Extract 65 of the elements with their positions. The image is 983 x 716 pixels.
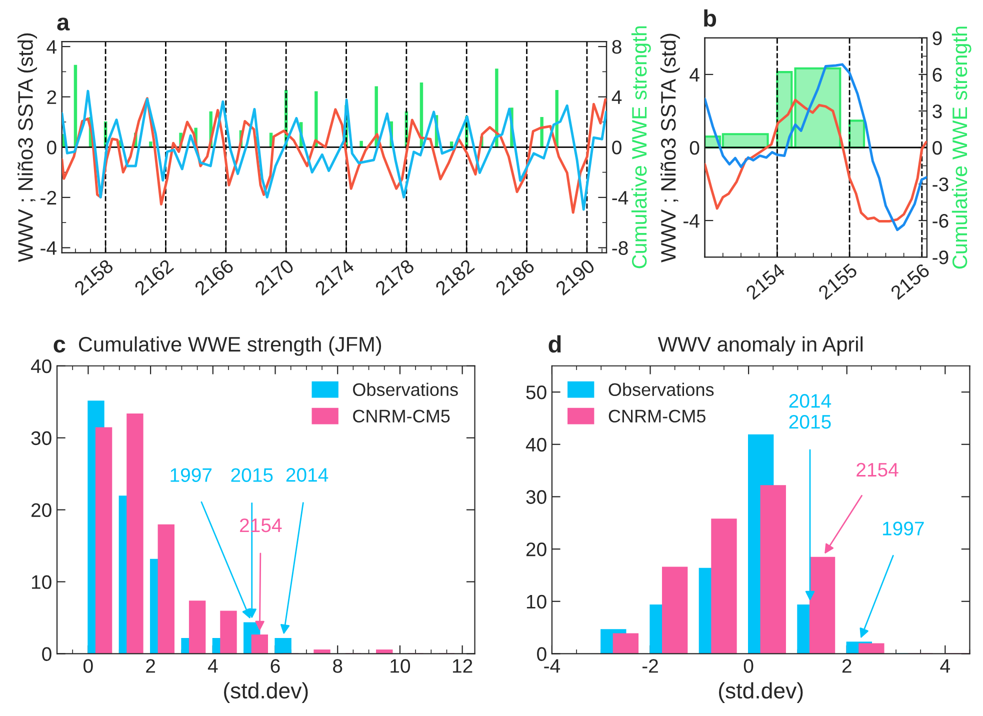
annotation: 2015	[231, 468, 273, 482]
y2-tick-label: 6	[932, 68, 942, 82]
y2-tick-label: -6	[932, 214, 948, 228]
y-tick-label: 0	[537, 647, 546, 661]
y-tick-label: -4	[40, 241, 56, 255]
y-tick-label: 0	[690, 140, 700, 155]
y-tick-label: 30	[31, 431, 52, 446]
legend-label: CNRM-CM5	[353, 410, 450, 423]
x-tick-label: 2	[146, 659, 155, 673]
y-tick-label: 4	[46, 40, 56, 54]
y2-tick-label: 0	[932, 140, 942, 155]
annotation: 2014 2015	[789, 394, 832, 429]
y-tick-label: 0	[47, 140, 56, 154]
annotation: 1997	[883, 522, 924, 536]
x-axis-title: (std.dev)	[719, 682, 803, 703]
y2-tick-label: 3	[932, 104, 942, 118]
text: d	[548, 335, 561, 353]
y-tick-label: 10	[526, 594, 546, 609]
annotation: 2014	[286, 468, 328, 482]
x-tick-label: 8	[333, 659, 342, 673]
y-axis-title: WWV ; Niño3 SSTA (std)	[18, 33, 37, 262]
y-tick-label: 40	[526, 438, 546, 452]
y-tick-label: 4	[690, 68, 700, 82]
x-tick-label: 4	[940, 659, 950, 673]
x-tick-label: -4	[544, 659, 560, 673]
y2-tick-label: -8	[612, 241, 628, 255]
x-tick-label: 4	[208, 659, 218, 673]
y2-tick-label: 4	[612, 90, 622, 104]
x-tick-label: 6	[270, 659, 280, 673]
y2-tick-label: -4	[612, 191, 628, 204]
annotation: 1997	[170, 468, 212, 482]
x-tick-label: 0	[84, 659, 93, 673]
y-tick-label: 20	[526, 542, 546, 556]
text: c	[54, 340, 66, 353]
x-tick-label: 0	[744, 659, 754, 673]
x-tick-label: 2	[842, 659, 852, 673]
legend-label: Observations	[353, 382, 458, 396]
y2-axis-title: Cumulative WWE strength	[631, 26, 651, 268]
y2-tick-label: 9	[932, 31, 942, 46]
legend-label: CNRM-CM5	[608, 410, 706, 423]
x-tick-label: -2	[642, 659, 658, 673]
chart-title: WWV anomaly in April	[658, 336, 862, 356]
y2-tick-label: -9	[932, 250, 948, 264]
y-tick-label: -4	[684, 214, 700, 228]
y-tick-label: -2	[40, 190, 56, 204]
y-tick-label: 50	[526, 386, 546, 400]
y-tick-label: 2	[47, 90, 56, 104]
y-tick-label: 0	[42, 647, 52, 661]
x-axis-title: (std.dev)	[224, 682, 308, 703]
annotation: 2154	[856, 462, 898, 477]
y-tick-label: 20	[32, 503, 52, 518]
y-tick-label: 40	[30, 359, 52, 374]
y2-tick-label: 0	[612, 140, 622, 154]
x-tick-label: 10	[390, 659, 410, 673]
y2-tick-label: -3	[932, 177, 948, 192]
text: b	[704, 9, 716, 27]
y-tick-label: 30	[526, 490, 546, 504]
text: a	[57, 18, 70, 31]
legend-label: Observations	[608, 382, 714, 396]
y2-tick-label: 8	[612, 40, 622, 54]
y-tick-label: 10	[32, 575, 52, 589]
x-tick-label: 12	[452, 659, 472, 673]
chart-title: Cumulative WWE strength (JFM)	[78, 336, 382, 356]
y-axis-title: WWV ; Niño3 SSTA (std)	[660, 34, 680, 262]
y2-axis-title: Cumulative WWE strength	[952, 26, 972, 269]
